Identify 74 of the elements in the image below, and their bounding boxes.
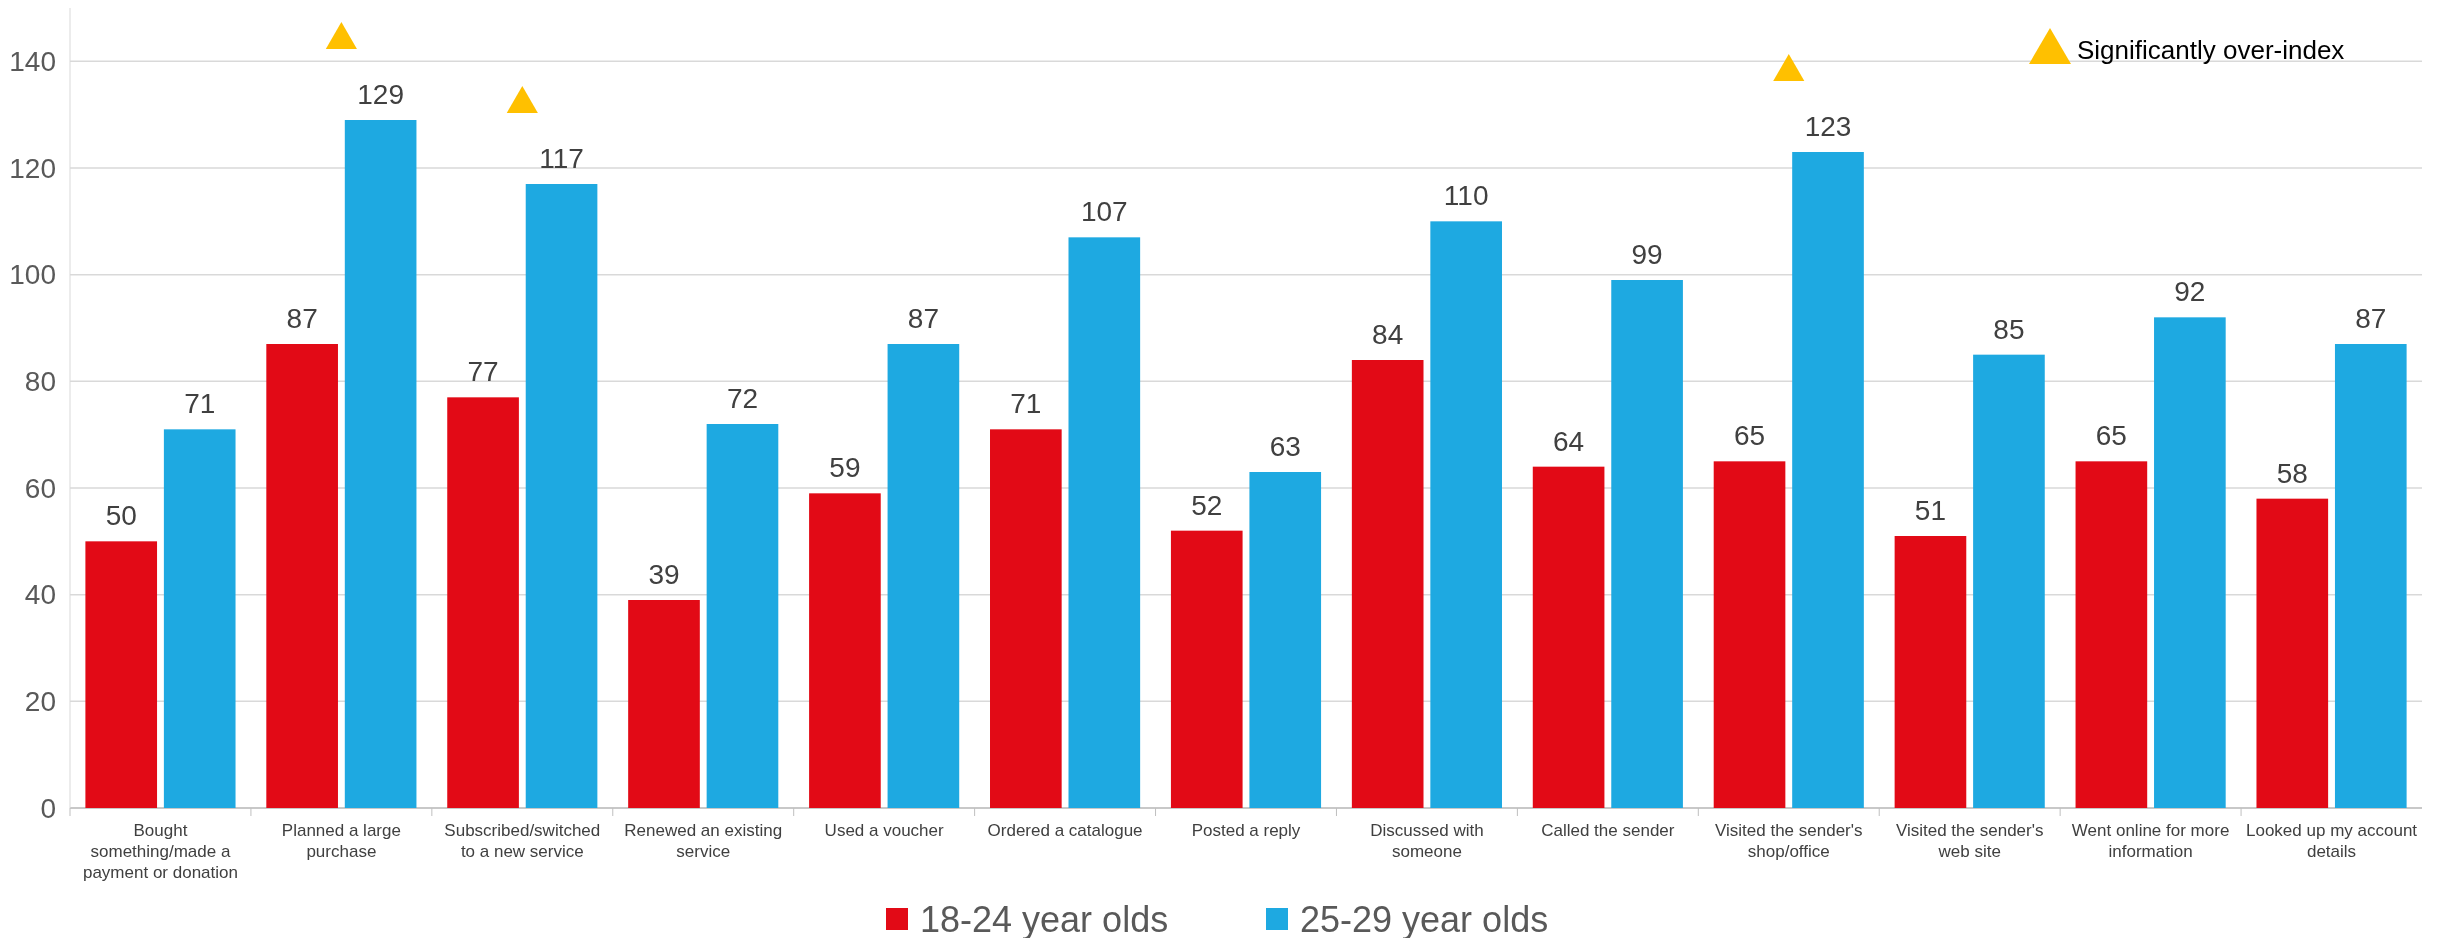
bar (2154, 317, 2226, 808)
data-label: 50 (105, 500, 137, 532)
data-label: 117 (539, 143, 584, 174)
y-tick-label: 20 (24, 686, 56, 718)
y-tick-label: 80 (24, 366, 56, 398)
bar (1611, 280, 1683, 808)
bar (266, 344, 338, 808)
data-label: 71 (1010, 388, 1042, 420)
x-tick-label: Visited the sender's shop/office (1715, 821, 1863, 861)
legend-label: Significantly over-index (2077, 35, 2345, 66)
y-tick-label: 100 (9, 259, 56, 291)
bar (85, 541, 158, 808)
bar (809, 493, 881, 808)
bar (628, 600, 700, 808)
bar (1351, 360, 1424, 808)
bar (887, 344, 960, 808)
bar (1713, 461, 1786, 808)
bar (1792, 152, 1864, 808)
x-tick-label: Used a voucher (824, 821, 945, 840)
data-label: 71 (184, 388, 216, 420)
y-tick-label: 40 (24, 579, 56, 611)
data-label: 59 (829, 452, 861, 484)
data-label: 87 (2355, 303, 2387, 334)
data-label: 51 (1914, 495, 1947, 526)
bar (525, 184, 598, 808)
data-label: 84 (1372, 319, 1404, 350)
data-label: 110 (1443, 180, 1489, 212)
bar (447, 397, 519, 808)
bar (2075, 461, 2148, 808)
x-tick-label: Renewed an existing service (624, 821, 783, 861)
data-label: 123 (1804, 111, 1852, 142)
bar (2256, 498, 2329, 808)
y-tick-label: 120 (9, 152, 56, 184)
data-label: 58 (2276, 457, 2308, 489)
data-label: 72 (726, 383, 759, 414)
bar (1894, 536, 1967, 808)
bar (1249, 472, 1322, 808)
data-label: 87 (286, 303, 318, 334)
data-label: 92 (2174, 276, 2206, 308)
data-label: 65 (2095, 420, 2127, 452)
x-tick-label: Subscribed/switched to a new service (444, 821, 601, 861)
bar (1170, 530, 1243, 808)
bar (344, 120, 417, 808)
y-tick-label: 0 (40, 792, 56, 824)
bar (163, 429, 236, 808)
data-label: 107 (1080, 196, 1128, 228)
data-label: 52 (1191, 489, 1223, 521)
x-tick-label: Looked up my account details (2246, 821, 2418, 861)
x-tick-label: Posted a reply (1191, 821, 1301, 840)
x-tick-label: Visited the sender's web site (1895, 821, 2044, 861)
data-label: 77 (467, 356, 499, 388)
bar (2334, 344, 2407, 808)
data-label: 65 (1733, 420, 1766, 452)
data-label: 129 (357, 79, 404, 110)
bar (990, 429, 1062, 808)
bar (1430, 221, 1502, 808)
data-label: 39 (648, 559, 680, 590)
y-tick-label: 60 (24, 472, 56, 504)
data-label: 64 (1553, 425, 1585, 457)
bar (706, 424, 779, 808)
bar (1068, 237, 1141, 808)
data-label: 63 (1269, 431, 1301, 462)
data-label: 99 (1631, 239, 1663, 270)
data-label: 85 (1993, 313, 2025, 345)
x-tick-label: Discussed with someone (1370, 821, 1484, 861)
x-tick-label: Planned a large purchase (281, 821, 401, 861)
x-tick-label: Bought something/made a payment or donation (82, 821, 238, 882)
data-label: 87 (907, 303, 939, 334)
x-tick-label: Called the sender (1541, 821, 1675, 840)
bar (1532, 466, 1605, 808)
y-tick-label: 140 (9, 46, 56, 78)
x-tick-label: Ordered a catalogue (987, 821, 1143, 840)
bar (1973, 354, 2045, 808)
x-tick-label: Went online for more information (2071, 821, 2230, 861)
